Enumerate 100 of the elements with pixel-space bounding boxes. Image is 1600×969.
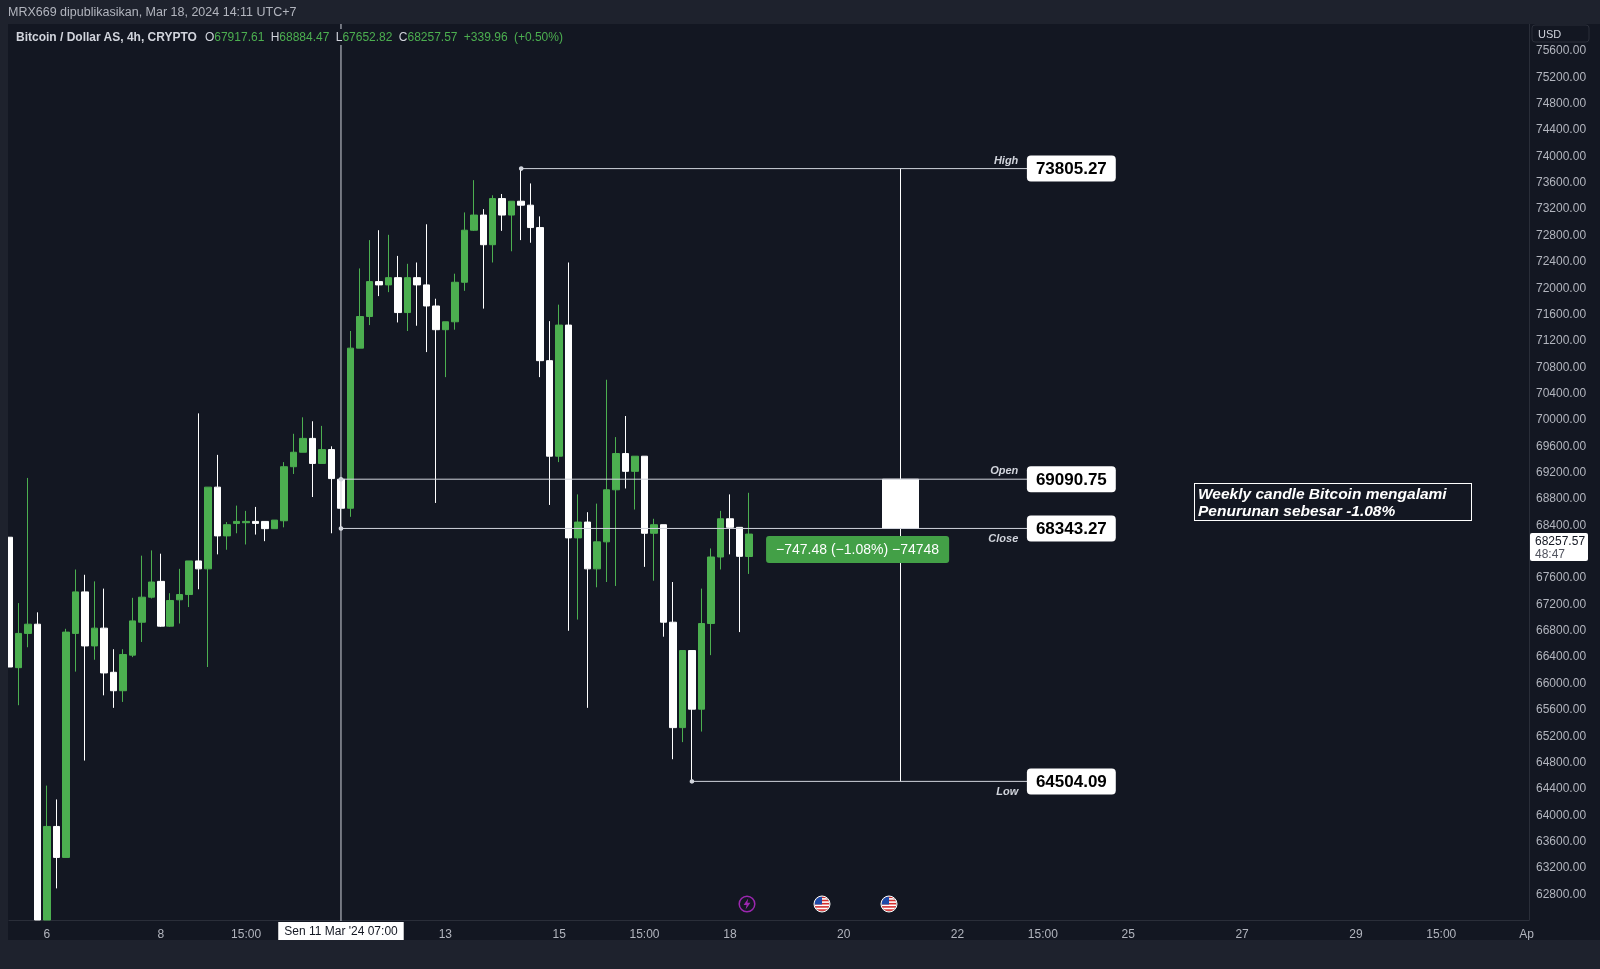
candlestick bbox=[72, 569, 79, 673]
x-tick-label: 15:00 bbox=[1027, 927, 1059, 941]
candlestick bbox=[375, 229, 383, 297]
candlestick bbox=[309, 420, 316, 498]
y-tick-label: 65600.00 bbox=[1536, 702, 1587, 717]
text: 68257.57 bbox=[1535, 534, 1586, 549]
text: Bitcoin / Dollar AS, 4h, CRYPTO bbox=[16, 30, 197, 44]
candlestick bbox=[328, 445, 335, 534]
candlestick bbox=[185, 560, 193, 608]
y-tick-label: 68800.00 bbox=[1536, 491, 1587, 506]
ref-line-label: Open bbox=[990, 464, 1019, 477]
candlestick bbox=[148, 549, 155, 599]
candlestick bbox=[24, 477, 32, 648]
annotation: 68343.27 bbox=[1035, 518, 1107, 538]
x-tick-label: 8 bbox=[157, 927, 165, 941]
x-tick-label: 15:00 bbox=[1426, 927, 1457, 941]
candlestick bbox=[707, 547, 715, 656]
y-tick-label: 70800.00 bbox=[1536, 359, 1587, 374]
y-tick-label: 64400.00 bbox=[1536, 781, 1587, 796]
candlestick bbox=[204, 486, 212, 668]
y-tick-label: 75600.00 bbox=[1536, 43, 1587, 58]
candlestick bbox=[100, 588, 108, 696]
candlestick bbox=[745, 492, 753, 575]
candlestick bbox=[413, 261, 421, 327]
y-tick-label: 74800.00 bbox=[1536, 96, 1587, 111]
y-tick-label: 66000.00 bbox=[1536, 675, 1587, 690]
candlestick bbox=[366, 239, 373, 326]
candlestick bbox=[81, 574, 89, 762]
candlestick bbox=[176, 568, 183, 625]
y-tick-label: 62800.00 bbox=[1536, 886, 1587, 901]
x-tick-label: 29 bbox=[1349, 927, 1363, 941]
x-tick-label: 27 bbox=[1235, 927, 1250, 941]
candlestick bbox=[138, 555, 146, 643]
candlestick bbox=[356, 267, 364, 349]
candlestick bbox=[385, 234, 392, 293]
candlestick bbox=[166, 592, 174, 628]
ref-line-label: Low bbox=[996, 785, 1020, 798]
y-tick-label: 72400.00 bbox=[1536, 254, 1587, 269]
candlestick bbox=[660, 524, 667, 638]
annotation: −747.48 (−1.08%) −74748 bbox=[776, 541, 940, 558]
candlestick bbox=[461, 211, 468, 292]
candlestick bbox=[432, 298, 440, 504]
text: MRX669 dipublikasikan, Mar 18, 2024 14:11 UTC+7 bbox=[8, 5, 297, 19]
candlestick bbox=[641, 455, 648, 568]
candlestick bbox=[91, 580, 98, 661]
candlestick bbox=[669, 581, 677, 760]
y-tick-label: 72000.00 bbox=[1536, 280, 1587, 295]
y-tick-label: 67600.00 bbox=[1536, 570, 1587, 585]
candlestick bbox=[299, 416, 307, 453]
candlestick bbox=[603, 379, 610, 583]
candlestick bbox=[62, 628, 70, 858]
y-tick-label: 70000.00 bbox=[1536, 412, 1587, 427]
candlestick bbox=[679, 650, 686, 743]
candlestick bbox=[423, 223, 430, 353]
candlestick bbox=[498, 193, 506, 232]
candlestick bbox=[631, 455, 639, 511]
candlestick bbox=[43, 785, 51, 921]
y-tick-label: 64800.00 bbox=[1536, 754, 1587, 769]
text: 48:47 bbox=[1535, 547, 1566, 562]
x-tick-label: 20 bbox=[837, 927, 851, 941]
y-tick-label: 63200.00 bbox=[1536, 860, 1587, 875]
candlestick bbox=[280, 461, 288, 528]
y-tick-label: 65200.00 bbox=[1536, 728, 1587, 743]
x-tick-label: 13 bbox=[438, 927, 453, 941]
candlestick bbox=[480, 208, 487, 310]
candlestick bbox=[584, 511, 591, 709]
y-tick-label: 69200.00 bbox=[1536, 465, 1587, 479]
candlestick bbox=[574, 493, 582, 621]
y-axis-title: USD bbox=[1538, 27, 1562, 40]
candlestick bbox=[195, 412, 202, 590]
x-tick-label: 25 bbox=[1121, 927, 1136, 941]
candlestick bbox=[242, 510, 250, 545]
y-tick-label: 74000.00 bbox=[1536, 148, 1587, 163]
ref-line-label: Sen 11 Mar '24 07:00 bbox=[284, 924, 399, 938]
candlestick bbox=[223, 521, 231, 551]
y-tick-label: 74400.00 bbox=[1536, 122, 1587, 137]
candlestick bbox=[53, 798, 60, 889]
x-tick-label: 22 bbox=[950, 927, 965, 941]
y-tick-label: 75200.00 bbox=[1536, 69, 1587, 84]
y-tick-label: 64000.00 bbox=[1536, 807, 1587, 822]
candlestick bbox=[233, 505, 240, 534]
candlestick bbox=[451, 273, 459, 331]
candlestick bbox=[261, 520, 269, 542]
y-tick-label: 73600.00 bbox=[1536, 175, 1587, 190]
y-tick-label: 63600.00 bbox=[1536, 833, 1587, 848]
candlestick bbox=[214, 454, 221, 555]
x-tick-label: 15:00 bbox=[629, 927, 660, 941]
candlestick bbox=[527, 182, 534, 244]
candlestick bbox=[717, 510, 724, 571]
ref-line-label: Close bbox=[988, 532, 1019, 545]
y-tick-label: 66400.00 bbox=[1536, 649, 1587, 664]
y-tick-label: 69600.00 bbox=[1536, 438, 1587, 453]
candlestick bbox=[394, 255, 402, 323]
candlestick bbox=[347, 330, 354, 518]
y-tick-label: 72800.00 bbox=[1536, 227, 1587, 242]
candlestick bbox=[536, 215, 544, 378]
candlestick bbox=[555, 304, 563, 463]
x-tick-label: 15:00 bbox=[231, 927, 262, 941]
candlestick bbox=[622, 415, 629, 489]
candlestick bbox=[290, 433, 297, 475]
